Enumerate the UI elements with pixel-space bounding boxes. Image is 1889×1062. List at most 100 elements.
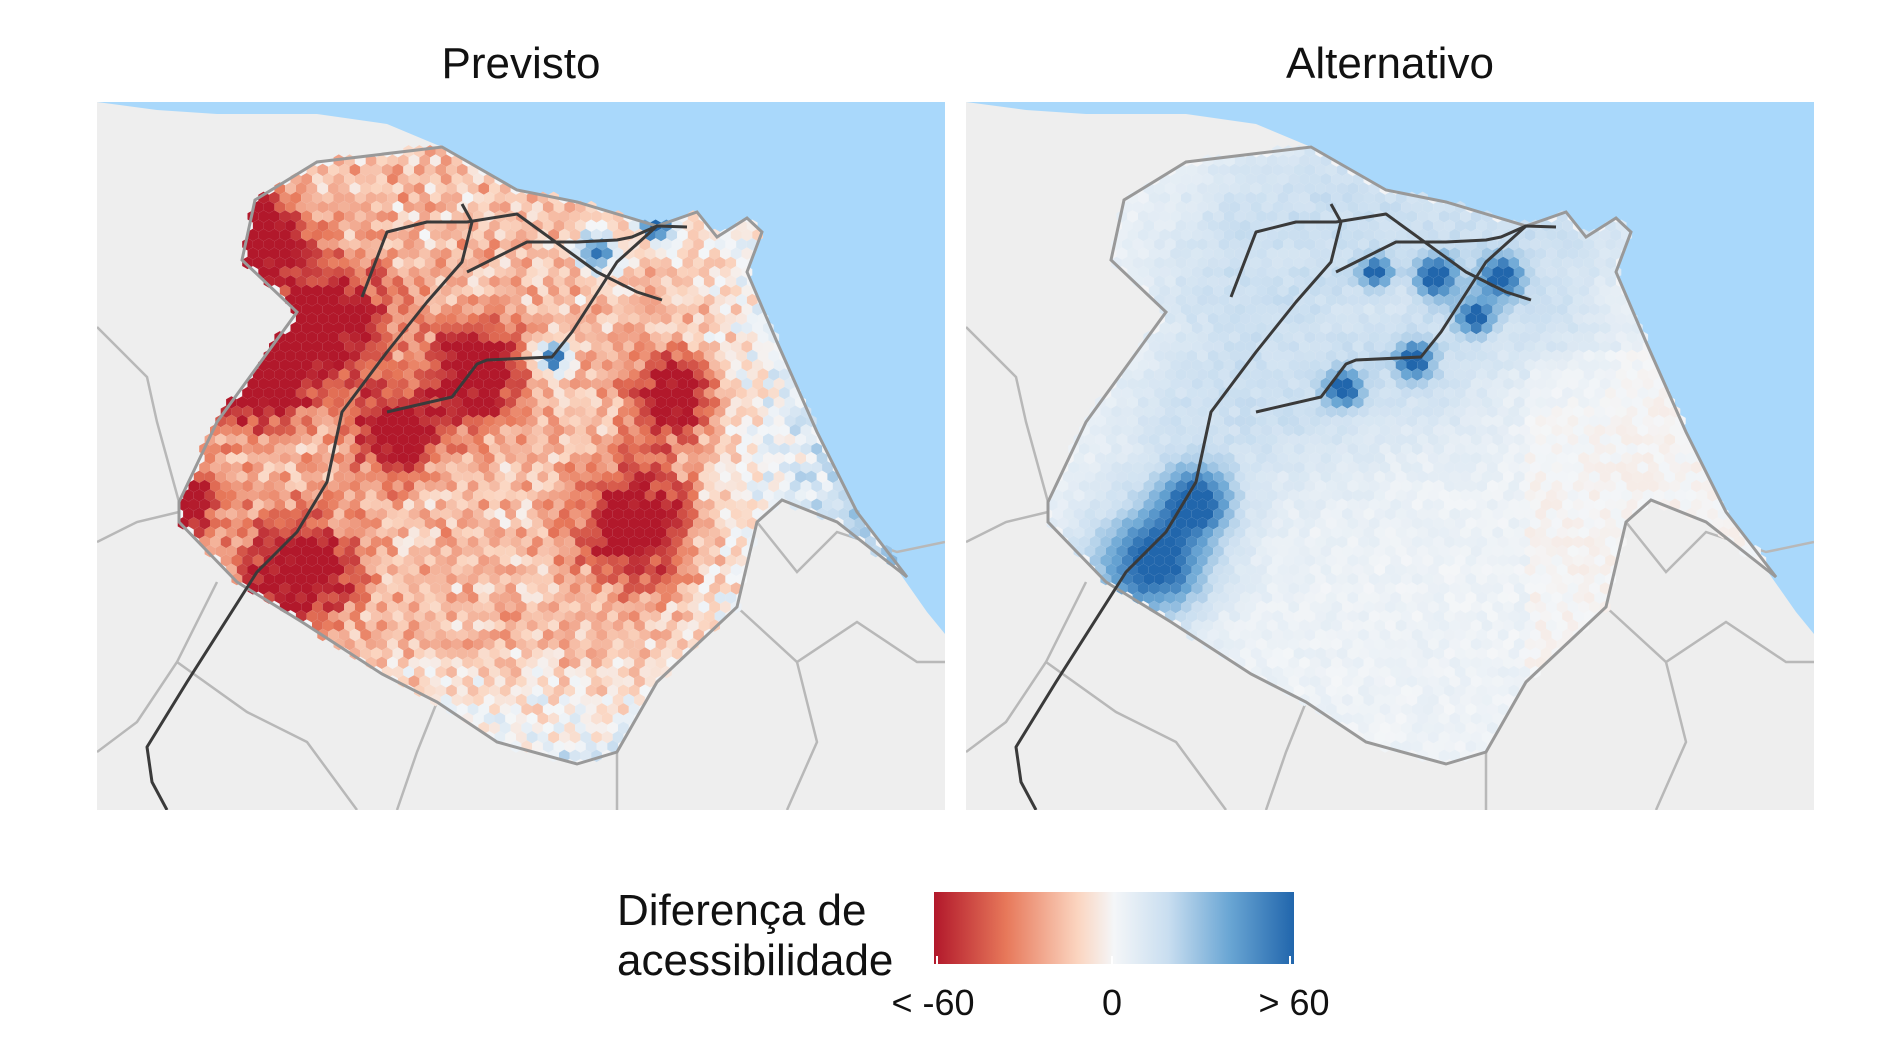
hexagon-cell — [365, 414, 377, 428]
hexagon-cell — [1433, 498, 1445, 511]
hexagon-cell — [1605, 386, 1616, 400]
hexagon-cell — [709, 396, 720, 409]
hexagon-cell — [419, 582, 431, 595]
hexagon-cell — [1583, 312, 1595, 325]
hexagon-cell — [1331, 414, 1343, 428]
hexagon-cell — [1240, 535, 1251, 549]
hexagon-cell — [258, 210, 269, 223]
hexagon-cell — [376, 507, 388, 521]
hexagon-cell — [1428, 489, 1439, 502]
hexagon-cell — [516, 284, 527, 297]
hexagon-cell — [601, 303, 613, 316]
hexagon-cell — [397, 507, 409, 521]
hexagon-cell — [687, 563, 699, 576]
hexagon-cell — [499, 498, 511, 511]
hexagon-cell — [526, 433, 538, 446]
hexagon-cell — [1658, 424, 1670, 437]
hexagon-cell — [306, 442, 318, 456]
hexagon-cell — [247, 247, 259, 260]
hexagon-cell — [1218, 256, 1230, 270]
hexagon-cell — [1406, 470, 1418, 483]
hexagon-cell — [1229, 554, 1240, 567]
hexagon-cell — [569, 284, 581, 297]
hexagon-cell — [467, 572, 479, 586]
hexagon-cell — [1540, 517, 1552, 530]
hexagon-cell — [220, 461, 232, 474]
hexagon-cell — [451, 489, 463, 502]
hexagon-cell — [1465, 554, 1477, 567]
hexagon-cell — [1578, 377, 1589, 390]
hexagon-cell — [1572, 591, 1584, 604]
hexagon-cell — [1401, 424, 1412, 437]
hexagon-cell — [188, 479, 200, 493]
hexagon-cell — [1223, 452, 1235, 465]
hexagon-cell — [349, 163, 361, 177]
hexagon-cell — [1272, 517, 1283, 530]
hexagon-cell — [585, 535, 597, 549]
hexagon-cell — [1100, 442, 1112, 456]
hexagon-cell — [698, 582, 710, 595]
hexagon-cell — [655, 619, 667, 632]
hexagon-cell — [231, 554, 243, 567]
hexagon-cell — [1487, 591, 1498, 604]
hexagon-cell — [403, 238, 414, 251]
hexagon-cell — [483, 303, 495, 316]
hexagon-cell — [650, 498, 661, 511]
hexagon-cell — [1481, 303, 1493, 316]
hexagon-cell — [1272, 368, 1283, 381]
hexagon-cell — [596, 740, 608, 753]
hexagon-cell — [499, 219, 511, 232]
hexagon-cell — [682, 572, 694, 586]
hexagon-cell — [1293, 312, 1305, 325]
hexagon-cell — [242, 424, 253, 437]
hexagon-cell — [473, 173, 484, 186]
hexagon-cell — [516, 303, 527, 316]
hexagon-cell — [473, 545, 484, 558]
hexagon-cell — [1551, 535, 1563, 549]
hexagon-cell — [1148, 210, 1160, 223]
hexagon-cell — [1138, 563, 1149, 576]
hexagon-cell — [446, 591, 457, 604]
hexagon-cell — [585, 517, 597, 530]
hexagon-cell — [290, 284, 302, 297]
hexagon-cell — [279, 284, 291, 297]
hexagon-cell — [709, 377, 720, 390]
hexagon-cell — [682, 293, 694, 307]
hexagon-cell — [1261, 554, 1273, 567]
hexagon-cell — [693, 238, 704, 251]
hexagon-cell — [317, 349, 329, 363]
hexagon-cell — [489, 721, 500, 735]
hexagon-cell — [746, 293, 758, 307]
hexagon-cell — [612, 396, 624, 409]
hexagon-cell — [585, 591, 597, 604]
hexagon-cell — [768, 424, 780, 437]
hexagon-cell — [661, 424, 672, 437]
hexagon-cell — [607, 461, 618, 474]
hexagon-cell — [1089, 498, 1101, 511]
hexagon-cell — [1159, 284, 1171, 297]
hexagon-cell — [467, 535, 479, 549]
hexagon-cell — [1417, 489, 1428, 502]
hexagon-cell — [1272, 256, 1283, 270]
hexagon-cell — [451, 656, 463, 669]
hexagon-cell — [634, 340, 645, 353]
hexagon-cell — [1218, 442, 1230, 456]
hexagon-cell — [1261, 461, 1273, 474]
hexagon-cell — [1428, 582, 1439, 595]
hexagon-cell — [516, 433, 527, 446]
hexagon-cell — [446, 554, 457, 567]
hexagon-cell — [1433, 554, 1445, 567]
hexagon-cell — [1159, 321, 1171, 335]
hexagon-cell — [1513, 340, 1525, 353]
hexagon-cell — [1304, 535, 1316, 549]
hexagon-cell — [553, 517, 565, 530]
hexagon-cell — [1261, 591, 1273, 604]
hexagon-cell — [580, 749, 592, 762]
hexagon-cell — [709, 247, 720, 260]
hexagon-cell — [1175, 424, 1187, 437]
hexagon-cell — [612, 582, 624, 595]
hexagon-cell — [553, 665, 565, 679]
hexagon-cell — [1395, 582, 1407, 595]
hexagon-cell — [1551, 424, 1563, 437]
hexagon-cell — [1675, 470, 1686, 483]
